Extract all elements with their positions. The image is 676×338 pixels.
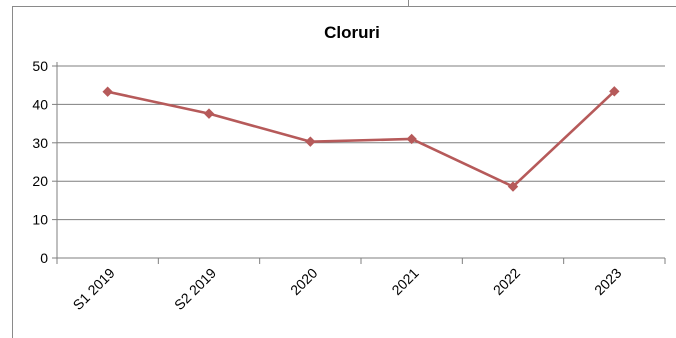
y-tick-label: 0 (40, 250, 48, 266)
y-tick-label: 30 (32, 135, 48, 151)
data-point (406, 133, 417, 145)
x-tick-label: 2022 (490, 265, 523, 298)
y-tick-labels: 0 10 20 30 40 50 (32, 58, 48, 266)
y-tick-label: 10 (32, 212, 48, 228)
x-tick-labels: S1 2019 S2 2019 2020 2021 2022 2023 (70, 265, 625, 313)
chart-title: Cloruri (324, 23, 380, 42)
series-line (107, 90, 616, 188)
y-tick-label: 40 (32, 96, 48, 112)
x-tick-label: 2021 (388, 265, 421, 298)
frame-tick (408, 0, 409, 6)
y-tick-label: 20 (32, 173, 48, 189)
chart-frame (12, 6, 676, 338)
data-point (203, 108, 215, 119)
data-point (507, 181, 519, 192)
series-area (102, 86, 620, 192)
gridlines (57, 65, 665, 221)
data-point (305, 136, 316, 147)
axes (52, 62, 666, 264)
x-tick-label: S2 2019 (171, 265, 219, 313)
x-tick-label: 2023 (591, 265, 624, 298)
data-point (609, 86, 620, 97)
x-tick-label: S1 2019 (70, 265, 118, 313)
data-point (102, 86, 113, 97)
y-tick-label: 50 (32, 58, 48, 74)
x-tick-label: 2020 (287, 265, 320, 298)
